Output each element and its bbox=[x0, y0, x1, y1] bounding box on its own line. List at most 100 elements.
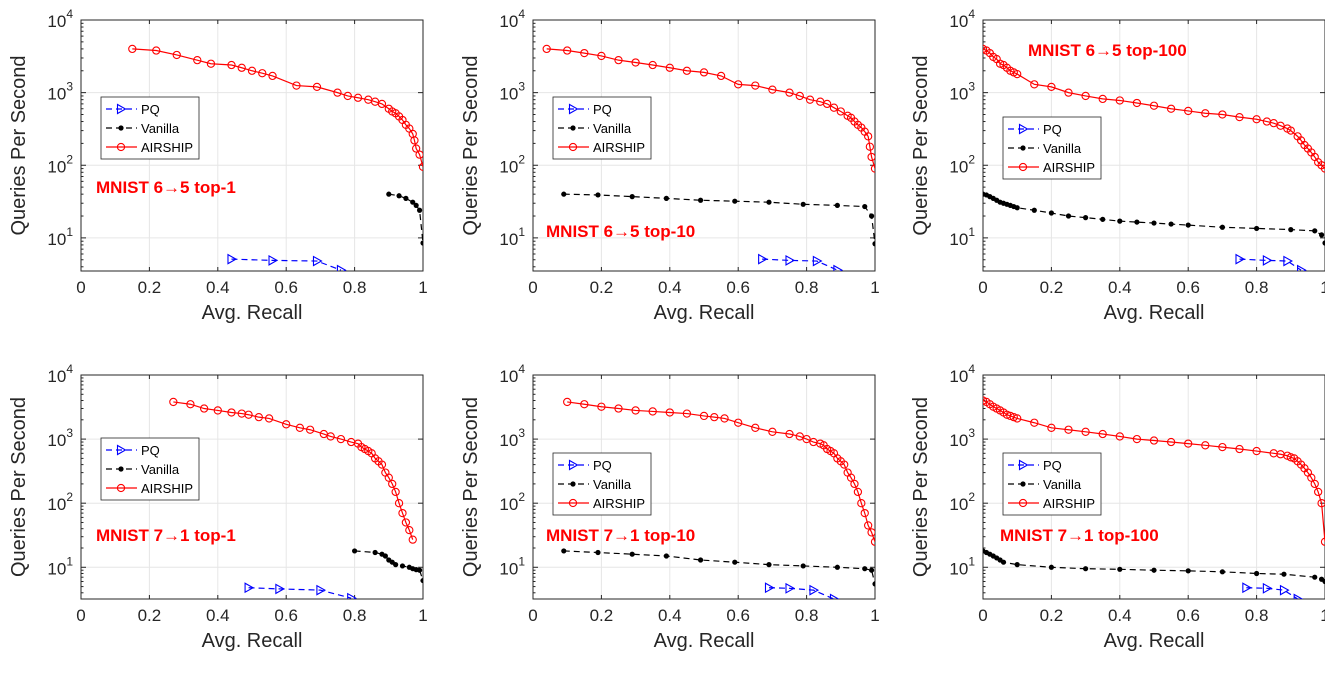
data-point-airship bbox=[1276, 121, 1285, 130]
x-tick-label: 0.4 bbox=[1108, 278, 1132, 297]
x-tick-label: 0.2 bbox=[1040, 606, 1064, 625]
legend-label: Vanilla bbox=[1043, 477, 1082, 492]
data-point-airship bbox=[1235, 444, 1244, 454]
data-point-airship bbox=[597, 402, 606, 411]
data-point-vanilla bbox=[420, 240, 423, 246]
data-point-airship bbox=[377, 460, 387, 469]
y-tick-label: 104 bbox=[949, 7, 975, 31]
data-point-airship bbox=[384, 473, 393, 482]
legend-marker bbox=[568, 498, 578, 508]
y-tick-exponent: 2 bbox=[518, 490, 525, 504]
data-point-vanilla bbox=[399, 563, 406, 569]
series-group bbox=[542, 44, 875, 271]
data-point-airship bbox=[716, 71, 726, 81]
data-point-vanilla bbox=[1312, 574, 1318, 580]
legend: PQ Vanilla AIRSHIP bbox=[100, 96, 200, 160]
legend-marker bbox=[1020, 145, 1026, 151]
data-point-airship bbox=[867, 528, 875, 537]
legend-label: PQ bbox=[141, 102, 160, 117]
y-tick-exponent: 3 bbox=[518, 80, 525, 94]
y-tick-exponent: 2 bbox=[66, 152, 73, 166]
data-point-pq bbox=[316, 584, 327, 596]
y-tick-base: 10 bbox=[949, 85, 968, 104]
y-axis-label: Queries Per Second bbox=[910, 397, 932, 577]
data-point-pq bbox=[1279, 584, 1290, 596]
data-point-vanilla bbox=[372, 549, 378, 556]
y-tick-base: 10 bbox=[47, 431, 66, 450]
y-tick-label: 103 bbox=[949, 426, 975, 450]
data-point-airship bbox=[720, 414, 729, 423]
y-tick-exponent: 3 bbox=[968, 426, 975, 440]
y-tick-base: 10 bbox=[949, 495, 968, 514]
y-tick-exponent: 1 bbox=[518, 554, 525, 568]
data-point-airship bbox=[1252, 115, 1261, 124]
y-tick-base: 10 bbox=[949, 431, 968, 450]
data-point-airship bbox=[401, 518, 411, 527]
legend-label: PQ bbox=[593, 102, 612, 117]
data-point-airship bbox=[1307, 473, 1316, 482]
axes-frame bbox=[80, 19, 424, 272]
legend-marker bbox=[570, 481, 576, 487]
y-tick-base: 10 bbox=[949, 12, 968, 31]
data-point-vanilla bbox=[800, 563, 806, 569]
y-tick-label: 104 bbox=[47, 362, 73, 386]
data-point-vanilla bbox=[595, 549, 601, 556]
data-point-airship bbox=[648, 60, 657, 70]
data-point-airship bbox=[580, 400, 589, 409]
data-point-airship bbox=[665, 63, 674, 72]
data-point-vanilla bbox=[561, 548, 567, 554]
data-point-airship bbox=[258, 69, 267, 78]
data-point-vanilla bbox=[732, 198, 738, 204]
y-tick-base: 10 bbox=[499, 559, 518, 578]
data-point-vanilla bbox=[697, 197, 704, 203]
legend-label: AIRSHIP bbox=[1043, 496, 1095, 511]
series-line-airship bbox=[173, 401, 414, 540]
data-point-vanilla bbox=[1219, 569, 1225, 575]
legend-label: Vanilla bbox=[1043, 141, 1082, 156]
data-point-pq bbox=[268, 254, 279, 266]
data-point-airship bbox=[1314, 487, 1323, 497]
data-point-airship bbox=[199, 404, 209, 413]
data-point-pq bbox=[227, 253, 238, 265]
data-point-airship bbox=[631, 58, 640, 67]
legend-label: PQ bbox=[1043, 122, 1062, 137]
y-tick-label: 104 bbox=[949, 362, 975, 386]
data-point-airship bbox=[1030, 418, 1039, 427]
legend-marker bbox=[118, 125, 124, 131]
data-point-airship bbox=[1218, 442, 1227, 452]
data-point-airship bbox=[785, 88, 794, 97]
x-tick-label: 1 bbox=[418, 606, 427, 625]
data-point-airship bbox=[206, 59, 216, 68]
data-point-airship bbox=[805, 95, 815, 104]
y-tick-base: 10 bbox=[499, 495, 518, 514]
y-tick-exponent: 4 bbox=[66, 362, 73, 376]
data-point-pq bbox=[347, 592, 357, 599]
data-point-vanilla bbox=[1168, 221, 1174, 227]
y-tick-base: 10 bbox=[949, 157, 968, 176]
x-axis-label: Avg. Recall bbox=[202, 630, 303, 652]
x-tick-label: 1 bbox=[1320, 278, 1325, 297]
data-point-pq bbox=[312, 255, 323, 267]
legend: PQ Vanilla AIRSHIP bbox=[552, 452, 652, 516]
data-point-airship bbox=[1218, 110, 1227, 119]
data-point-airship bbox=[247, 66, 257, 75]
data-point-vanilla bbox=[416, 567, 423, 573]
y-tick-exponent: 3 bbox=[66, 80, 73, 94]
legend-label: Vanilla bbox=[593, 121, 632, 136]
x-axis-label: Avg. Recall bbox=[654, 302, 755, 324]
data-point-vanilla bbox=[1281, 571, 1287, 577]
legend-marker bbox=[570, 125, 576, 131]
data-point-airship bbox=[418, 162, 423, 172]
data-point-airship bbox=[597, 51, 606, 61]
y-tick-exponent: 1 bbox=[968, 554, 975, 568]
series-group bbox=[983, 44, 1325, 271]
data-point-airship bbox=[614, 404, 623, 413]
data-point-airship bbox=[264, 414, 274, 423]
y-tick-base: 10 bbox=[47, 85, 66, 104]
y-tick-label: 103 bbox=[499, 80, 525, 104]
data-point-pq bbox=[1283, 255, 1294, 267]
y-tick-label: 101 bbox=[499, 225, 525, 249]
x-tick-label: 1 bbox=[870, 606, 879, 625]
